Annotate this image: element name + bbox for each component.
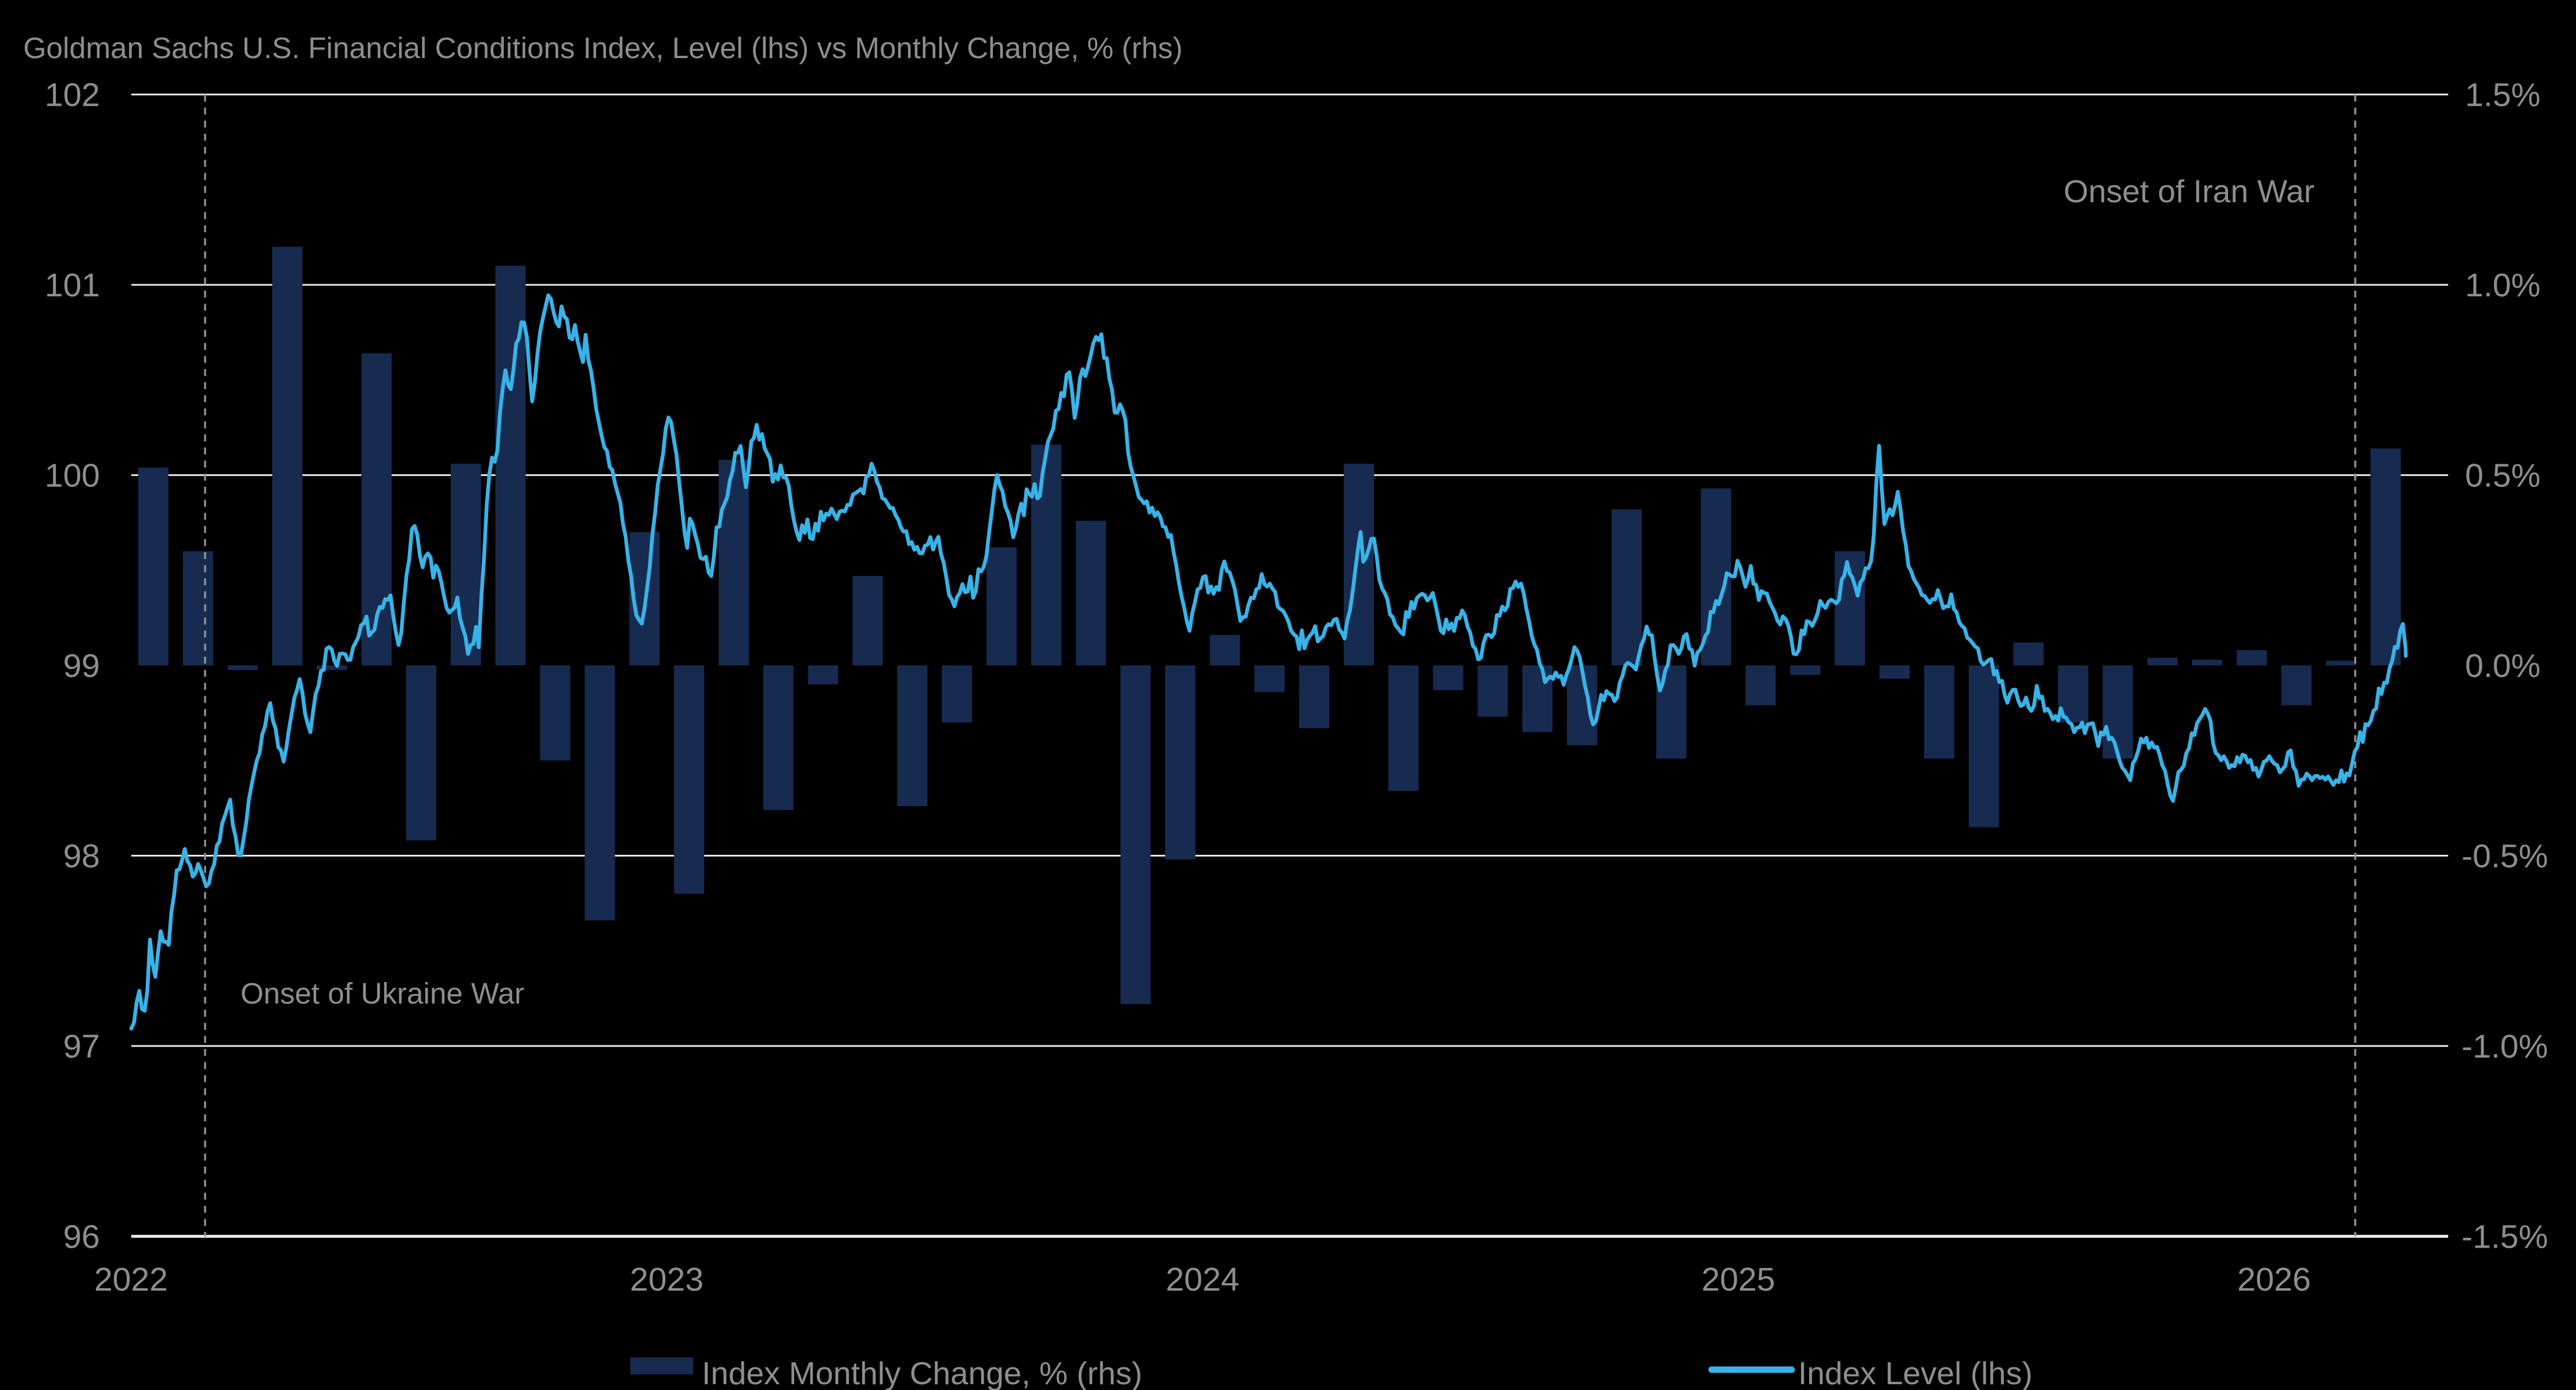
svg-text:Index Level (lhs): Index Level (lhs) [1798, 1355, 2033, 1390]
svg-text:101: 101 [45, 267, 100, 304]
svg-text:96: 96 [63, 1219, 100, 1256]
svg-text:2023: 2023 [630, 1261, 704, 1298]
svg-text:Onset of Iran War: Onset of Iran War [2064, 173, 2315, 209]
svg-text:Goldman Sachs U.S. Financial C: Goldman Sachs U.S. Financial Conditions … [23, 31, 1183, 65]
svg-text:-1.0%: -1.0% [2462, 1028, 2548, 1065]
svg-text:100: 100 [45, 457, 100, 495]
svg-text:1.0%: 1.0% [2465, 267, 2541, 304]
svg-text:97: 97 [63, 1028, 100, 1065]
svg-text:98: 98 [63, 838, 100, 875]
svg-text:-1.5%: -1.5% [2462, 1219, 2548, 1256]
svg-text:1.5%: 1.5% [2465, 77, 2541, 114]
svg-text:2022: 2022 [94, 1261, 168, 1298]
svg-text:2025: 2025 [1702, 1261, 1775, 1298]
svg-text:2026: 2026 [2237, 1261, 2311, 1298]
svg-text:99: 99 [63, 647, 100, 685]
svg-text:0.0%: 0.0% [2465, 647, 2541, 685]
svg-text:Index Monthly Change, % (rhs): Index Monthly Change, % (rhs) [702, 1355, 1142, 1390]
svg-text:2024: 2024 [1165, 1261, 1239, 1298]
svg-text:0.5%: 0.5% [2465, 457, 2541, 495]
svg-text:102: 102 [45, 77, 100, 114]
svg-text:-0.5%: -0.5% [2462, 838, 2548, 875]
svg-text:Onset of Ukraine War: Onset of Ukraine War [241, 977, 524, 1010]
